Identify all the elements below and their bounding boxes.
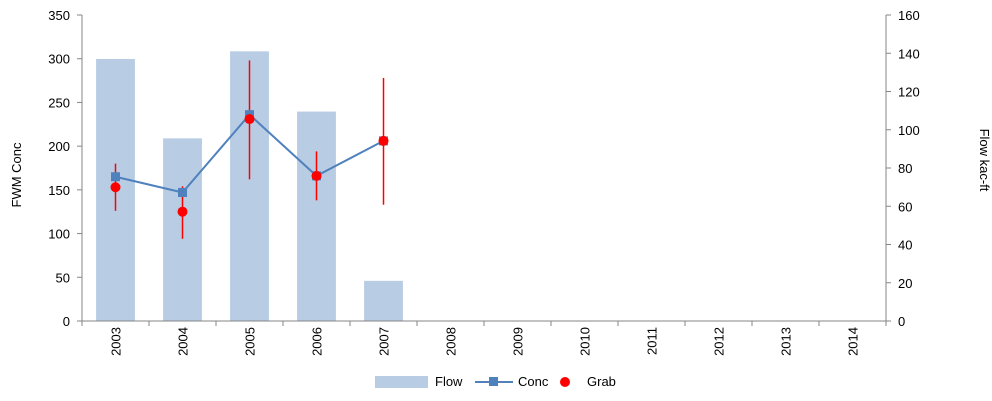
y2-tick-label: 40 bbox=[898, 238, 912, 253]
grab-point-2007 bbox=[378, 135, 389, 146]
y2-tick-label: 120 bbox=[898, 85, 920, 100]
x-tick-label: 2008 bbox=[444, 327, 459, 356]
y2-axis-label: Flow kac-ft bbox=[977, 129, 992, 192]
x-tick-label: 2010 bbox=[578, 327, 593, 356]
grab-point-2004 bbox=[177, 206, 188, 217]
y-tick-label: 0 bbox=[63, 314, 70, 329]
conc-point-2003 bbox=[111, 172, 120, 182]
x-tick-label: 2012 bbox=[712, 327, 727, 356]
grab-point-2003 bbox=[110, 182, 121, 193]
y-tick-label: 250 bbox=[48, 95, 70, 110]
y-tick-label: 200 bbox=[48, 139, 70, 154]
x-tick-label: 2013 bbox=[779, 327, 794, 356]
y2-tick-label: 60 bbox=[898, 199, 912, 214]
x-tick-label: 2009 bbox=[511, 327, 526, 356]
y2-tick-label: 0 bbox=[898, 314, 905, 329]
y-tick-label: 300 bbox=[48, 52, 70, 67]
x-tick-label: 2005 bbox=[243, 327, 258, 356]
flow-bar-2006 bbox=[297, 111, 336, 321]
x-tick-label: 2014 bbox=[846, 327, 861, 356]
legend-conc-label: Conc bbox=[518, 374, 549, 389]
grab-point-2006 bbox=[311, 170, 322, 181]
y2-tick-label: 160 bbox=[898, 8, 920, 23]
y-tick-label: 150 bbox=[48, 183, 70, 198]
x-tick-label: 2004 bbox=[176, 327, 191, 356]
legend: Flow Conc Grab bbox=[375, 374, 616, 389]
x-tick-label: 2006 bbox=[310, 327, 325, 356]
legend-flow-label: Flow bbox=[435, 374, 463, 389]
data-points bbox=[110, 110, 389, 217]
y2-tick-label: 100 bbox=[898, 123, 920, 138]
x-tick-label: 2003 bbox=[109, 327, 124, 356]
legend-flow-swatch bbox=[375, 376, 428, 388]
y2-tick-label: 20 bbox=[898, 276, 912, 291]
conc-point-2004 bbox=[178, 187, 187, 197]
flow-bar-2007 bbox=[364, 280, 403, 321]
y2-tick-label: 140 bbox=[898, 46, 920, 61]
x-tick-label: 2007 bbox=[377, 327, 392, 356]
y-axis-label: FWM Conc bbox=[9, 142, 24, 208]
legend-conc-marker bbox=[489, 377, 498, 386]
grab-point-2005 bbox=[244, 114, 255, 125]
legend-grab-label: Grab bbox=[587, 374, 616, 389]
y-tick-label: 100 bbox=[48, 227, 70, 242]
y-tick-label: 50 bbox=[56, 270, 70, 285]
x-tick-label: 2011 bbox=[645, 327, 660, 355]
axes: 0 50 100 150 200 250 300 350 0 20 40 60 80 100 120 140 1… bbox=[48, 8, 919, 356]
legend-grab-marker bbox=[560, 377, 570, 387]
y-tick-label: 350 bbox=[48, 8, 70, 23]
y2-tick-label: 80 bbox=[898, 161, 912, 176]
